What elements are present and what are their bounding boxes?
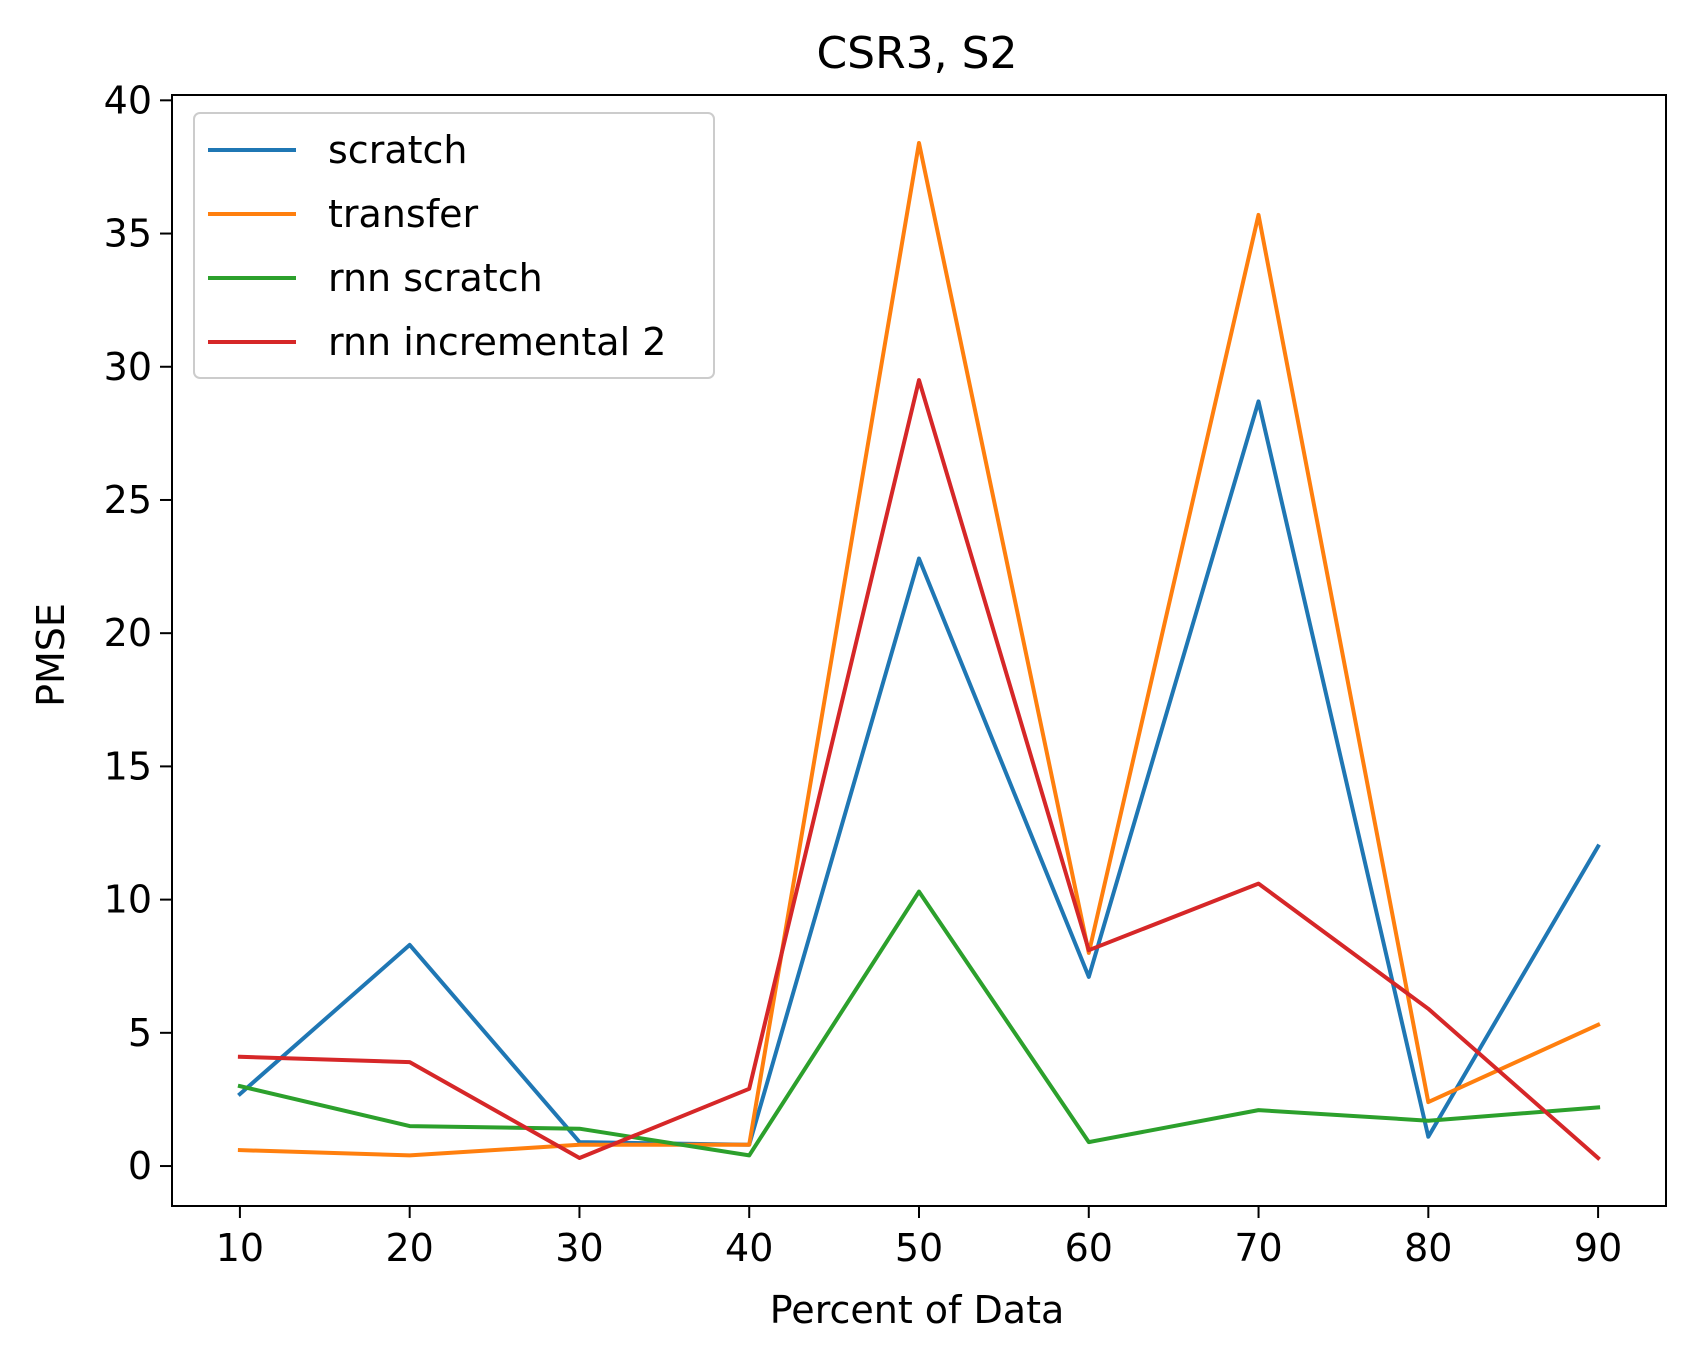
x-tick-label: 90: [1574, 1226, 1622, 1270]
legend-item: transfer: [208, 192, 478, 236]
x-tick-label: 40: [725, 1226, 773, 1270]
y-tick-label: 15: [104, 744, 152, 788]
series-line-transfer: [237, 141, 1601, 1158]
x-tick-label: 60: [1065, 1226, 1113, 1270]
legend: scratch transfer rnn scratch rnn incrementa…: [193, 112, 715, 379]
series-line-scratch: [237, 399, 1601, 1147]
legend-label: rnn incremental 2: [328, 320, 666, 364]
legend-item: scratch: [208, 128, 467, 172]
x-tick-label: 70: [1234, 1226, 1282, 1270]
legend-box: [193, 112, 715, 379]
y-tick-label: 35: [104, 212, 152, 256]
legend-label: rnn scratch: [328, 256, 543, 300]
y-tick-label: 20: [104, 611, 152, 655]
y-tick-label: 5: [128, 1011, 152, 1055]
y-tick-label: 40: [104, 78, 152, 122]
y-tick-label: 10: [104, 878, 152, 922]
series-line-rnn-incremental-2: [237, 378, 1601, 1161]
x-tick-label: 80: [1404, 1226, 1452, 1270]
x-tick-label: 10: [216, 1226, 264, 1270]
x-tick-label: 20: [386, 1226, 434, 1270]
y-tick-label: 0: [128, 1144, 152, 1188]
y-tick-label: 30: [104, 345, 152, 389]
x-axis-label: Percent of Data: [770, 1288, 1065, 1332]
legend-item: rnn scratch: [208, 256, 543, 300]
legend-item: rnn incremental 2: [208, 320, 666, 364]
y-tick-label: 25: [104, 478, 152, 522]
series-line-rnn-scratch: [237, 889, 1601, 1158]
legend-label: transfer: [328, 192, 478, 236]
x-tick-label: 30: [555, 1226, 603, 1270]
chart-title: CSR3, S2: [816, 28, 1017, 79]
legend-label: scratch: [328, 128, 467, 172]
x-tick-label: 50: [895, 1226, 943, 1270]
plot-area: 10 20 30 40 50 60 70 80 90 0 5 10 15 20 25 30 35 40 scratc…: [104, 78, 1667, 1270]
y-axis-label: PMSE: [29, 603, 73, 707]
